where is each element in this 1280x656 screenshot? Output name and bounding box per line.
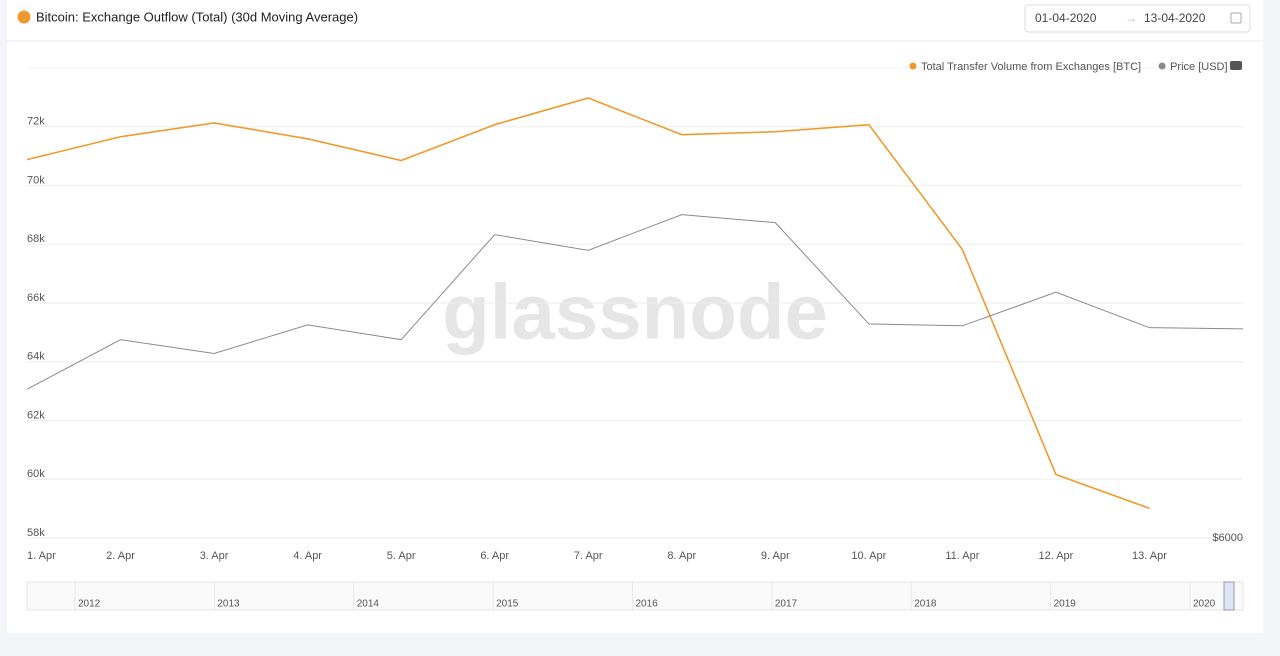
x-tick-label: 8. Apr [667, 550, 696, 562]
y-tick-label: 58k [27, 527, 45, 539]
x-tick-label: 9. Apr [761, 550, 790, 562]
x-tick-label: 13. Apr [1132, 550, 1167, 562]
x-tick-label: 11. Apr [945, 550, 979, 562]
series-line [26, 97, 1150, 510]
calendar-icon[interactable] [1230, 12, 1242, 24]
navigator-year: 2017 [775, 599, 798, 610]
y-tick-label: 72k [27, 116, 45, 128]
x-tick-label: 6. Apr [480, 550, 509, 562]
legend-label[interactable]: Price [USD] [1170, 61, 1227, 73]
date-arrow: → [1125, 11, 1137, 25]
navigator-year: 2020 [1193, 599, 1216, 610]
navigator[interactable] [26, 581, 1244, 611]
series-line [26, 214, 1244, 390]
date-to[interactable]: 13-04-2020 [1144, 11, 1206, 25]
y-tick-label: 66k [27, 292, 45, 304]
legend-marker [1158, 62, 1166, 70]
date-range[interactable] [1024, 4, 1251, 33]
y-tick-label: 64k [27, 351, 45, 363]
navigator-year: 2014 [357, 599, 380, 610]
x-tick-label: 12. Apr [1038, 550, 1073, 562]
card [7, 0, 1263, 633]
navigator-year: 2019 [1054, 599, 1077, 610]
x-tick-label: 1. Apr [27, 550, 56, 562]
y-tick-label: 62k [27, 409, 45, 421]
x-tick-label: 10. Apr [851, 550, 886, 562]
x-tick-label: 7. Apr [574, 550, 603, 562]
coin-icon [17, 10, 31, 24]
navigator-year: 2018 [914, 599, 937, 610]
x-tick-label: 4. Apr [293, 550, 322, 562]
y-tick-label: 70k [27, 174, 45, 186]
navigator-year: 2015 [496, 599, 519, 610]
legend-marker [909, 62, 917, 70]
navigator-year: 2016 [636, 599, 659, 610]
navigator-year: 2013 [217, 599, 240, 610]
y2-tick-label: $6000 [1212, 532, 1243, 544]
navigator-year: 2012 [78, 599, 101, 610]
legend-label[interactable]: Total Transfer Volume from Exchanges [BT… [921, 61, 1141, 73]
navigator-handle[interactable] [1223, 581, 1235, 611]
date-from[interactable]: 01-04-2020 [1035, 11, 1097, 25]
camera-icon[interactable] [1230, 61, 1242, 70]
x-tick-label: 2. Apr [106, 550, 135, 562]
x-tick-label: 3. Apr [200, 550, 229, 562]
y-tick-label: 68k [27, 233, 45, 245]
y-tick-label: 60k [27, 468, 45, 480]
chart-title: Bitcoin: Exchange Outflow (Total) (30d M… [36, 9, 358, 24]
watermark: glassnode [442, 268, 828, 356]
x-tick-label: 5. Apr [387, 550, 416, 562]
